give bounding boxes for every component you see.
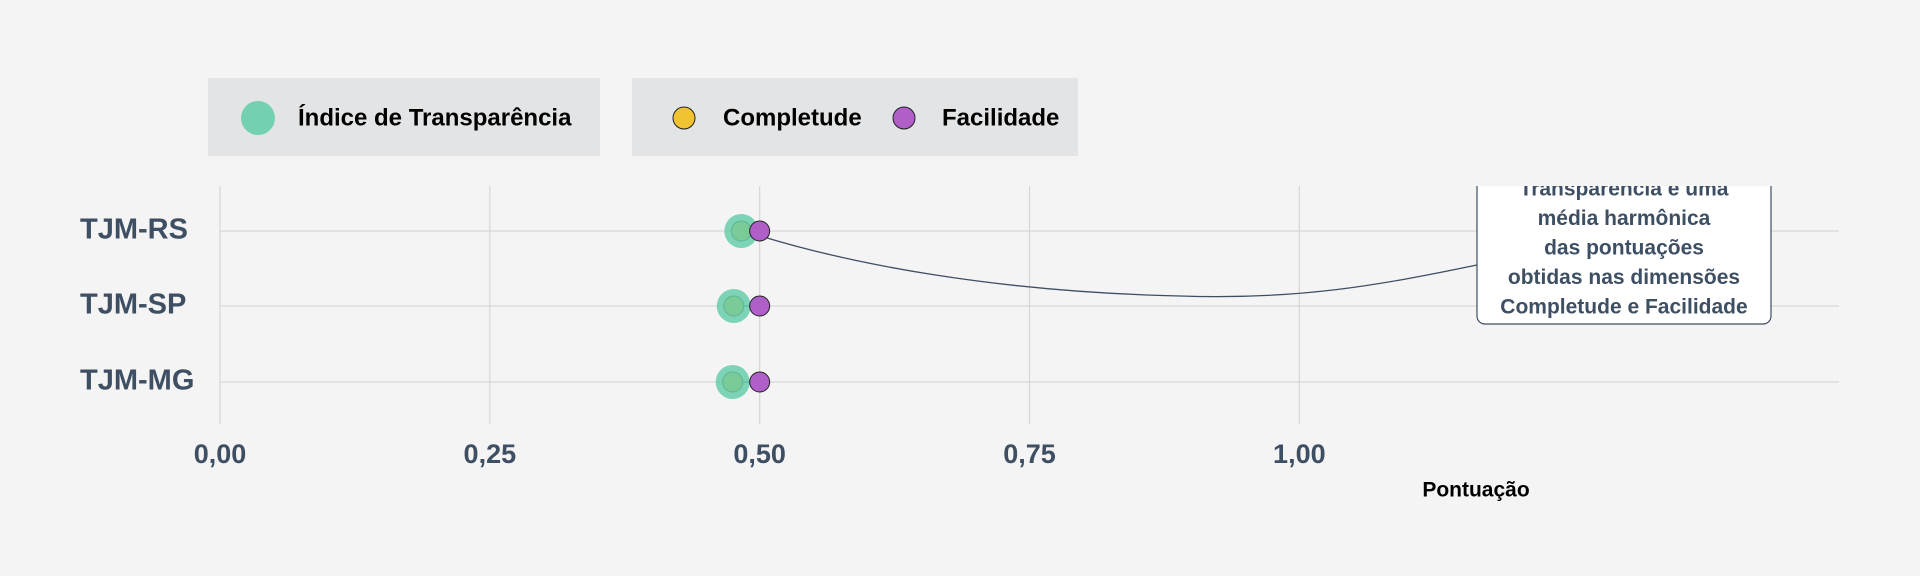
legend-swatch	[892, 106, 916, 130]
y-tick-label: TJM-RS	[80, 214, 188, 246]
legend-label: Facilidade	[942, 104, 1059, 131]
y-tick-label: TJM-SP	[80, 289, 186, 321]
x-tick-label: 0,25	[464, 439, 517, 469]
annotation-text: Completude e Facilidade	[1500, 296, 1747, 319]
annotation-text: das pontuações	[1544, 237, 1704, 260]
x-tick-label: 0,50	[733, 439, 786, 469]
index-dot	[716, 289, 751, 323]
x-tick-label: 0,75	[1003, 439, 1056, 469]
legend-label: Índice de Transparência	[298, 103, 572, 131]
legend-label: Completude	[723, 104, 862, 131]
index-dot	[715, 365, 750, 399]
annotation-text: Transparência é uma	[1520, 178, 1729, 201]
legend-swatch	[672, 106, 696, 130]
annotation-text: média harmônica	[1538, 207, 1711, 230]
y-tick-label: TJM-MG	[80, 365, 194, 397]
legend-swatch	[241, 101, 275, 135]
x-axis-title: Pontuação	[1422, 479, 1529, 502]
annotation-curve	[748, 232, 1478, 298]
legend-box	[632, 78, 1078, 156]
annotation: Transparência é uma média harmônica das po…	[748, 178, 1772, 325]
facilidade-dot	[749, 295, 771, 317]
x-tick-label: 0,00	[194, 439, 247, 469]
index-dot	[724, 214, 759, 248]
annotation-text: obtidas nas dimensões	[1508, 266, 1740, 289]
facilidade-dot	[749, 220, 771, 242]
x-tick-label: 1,00	[1273, 439, 1326, 469]
facilidade-dot	[749, 371, 771, 393]
annotation-box	[1476, 186, 1772, 325]
